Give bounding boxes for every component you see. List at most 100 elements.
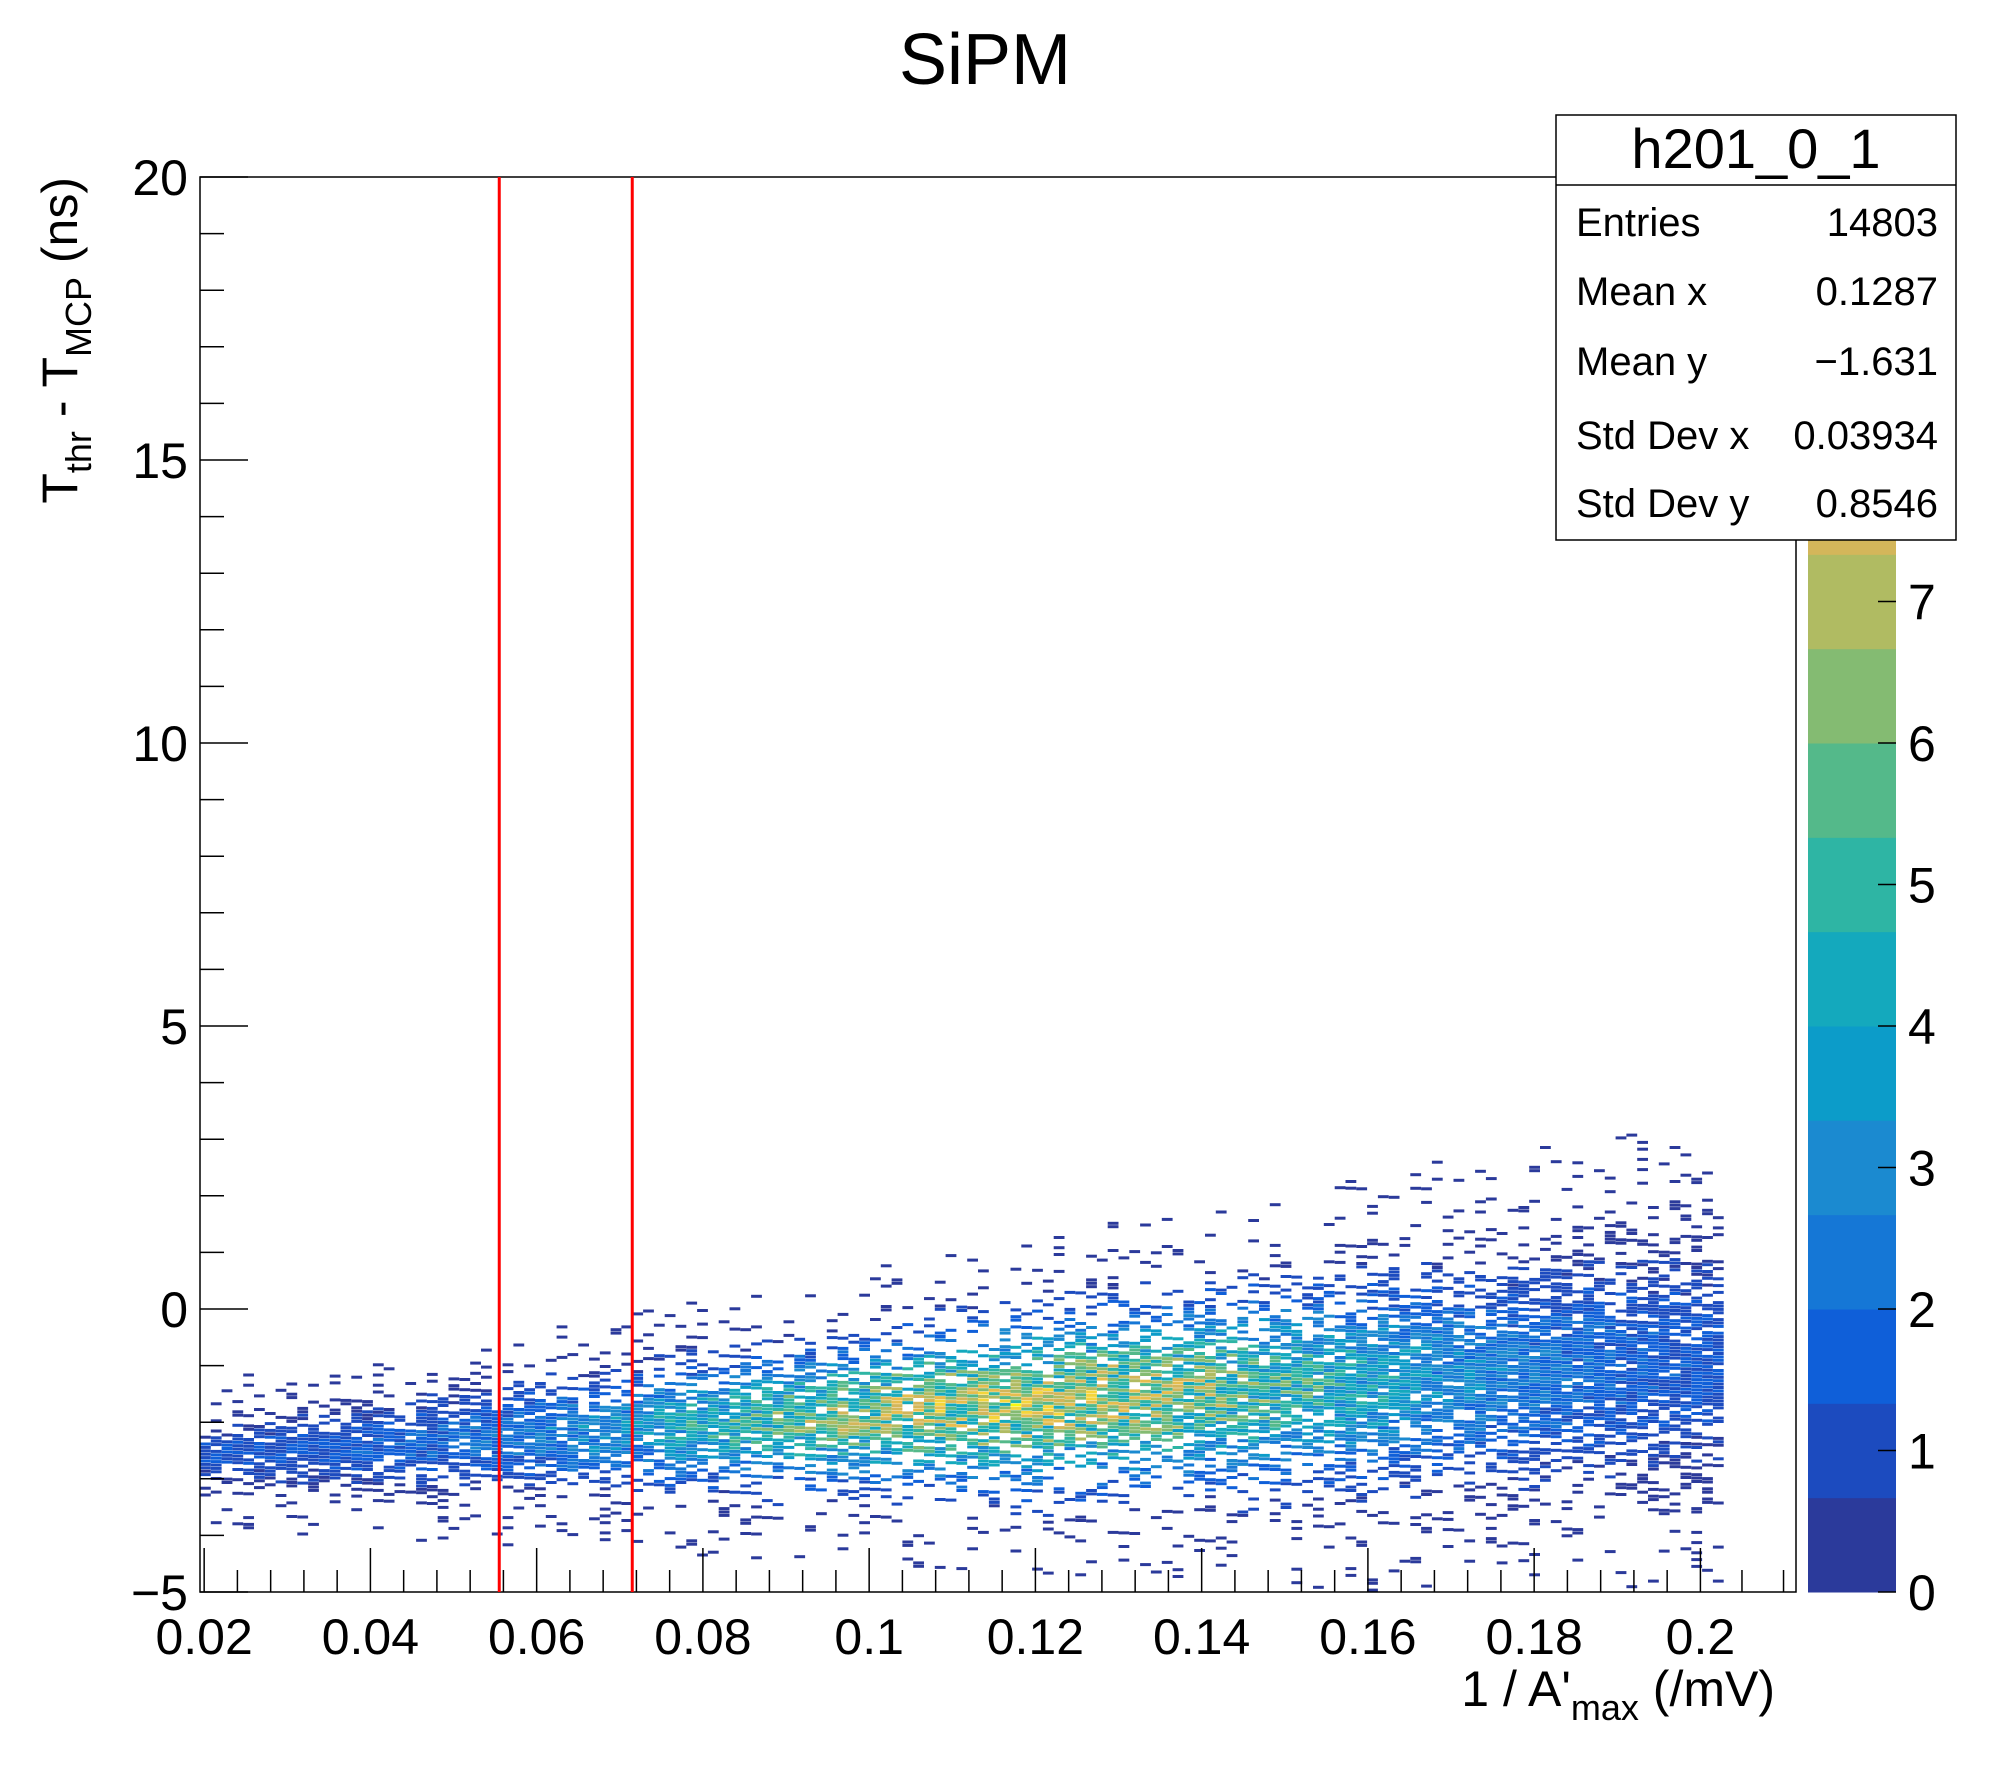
heatmap-cell [913,1391,924,1395]
heatmap-cell [1410,1495,1422,1499]
heatmap-cell [1529,1454,1540,1458]
heatmap-cell [1313,1449,1324,1453]
heatmap-cell [1615,1357,1627,1361]
heatmap-cell [372,1526,384,1530]
heatmap-cell [1367,1381,1378,1385]
heatmap-cell [999,1528,1011,1532]
heatmap-cell [524,1459,535,1463]
heatmap-cell [1075,1539,1087,1543]
heatmap-cell [1334,1328,1346,1332]
heatmap-cell [535,1385,546,1389]
heatmap-cell [599,1415,611,1419]
heatmap-cell [1475,1410,1486,1414]
heatmap-cell [913,1561,924,1565]
heatmap-cell [740,1348,752,1352]
heatmap-cell [1604,1492,1616,1496]
heatmap-cell [1637,1371,1648,1375]
heatmap-cell [902,1374,914,1378]
heatmap-cell [707,1486,719,1490]
heatmap-cell [1356,1309,1368,1313]
heatmap-cell [394,1483,406,1487]
heatmap-cell [924,1375,935,1379]
heatmap-cell [437,1516,449,1520]
heatmap-cell [1291,1428,1303,1432]
heatmap-cell [1140,1406,1151,1410]
heatmap-cell [362,1461,373,1465]
heatmap-cell [1691,1459,1703,1463]
heatmap-cell [675,1447,687,1451]
heatmap-cell [1442,1399,1454,1402]
heatmap-cell [1323,1372,1335,1376]
heatmap-cell [556,1457,568,1461]
heatmap-cell [1702,1361,1713,1365]
heatmap-cell [1594,1288,1605,1292]
heatmap-cell [1658,1322,1670,1325]
heatmap-cell [1248,1463,1259,1467]
heatmap-cell [1550,1370,1562,1374]
heatmap-cell [1280,1363,1292,1367]
heatmap-cell [286,1450,298,1454]
heatmap-cell [1507,1341,1519,1345]
heatmap-cell [1680,1380,1692,1384]
heatmap-cell [1021,1244,1033,1248]
heatmap-cell [740,1447,752,1451]
heatmap-cell [1604,1393,1616,1397]
heatmap-cell [448,1469,460,1473]
heatmap-cell [1313,1453,1324,1457]
heatmap-cell [1280,1451,1292,1455]
heatmap-cell [524,1364,535,1368]
heatmap-cell [1248,1399,1259,1402]
heatmap-cell [1302,1381,1313,1385]
heatmap-cell [1377,1348,1389,1352]
heatmap-cell [1626,1425,1638,1429]
heatmap-cell [1388,1287,1400,1291]
heatmap-cell [1107,1293,1119,1297]
heatmap-cell [1680,1418,1692,1422]
heatmap-cell [1118,1392,1130,1396]
heatmap-cell [1107,1415,1119,1419]
heatmap-cell [1399,1332,1411,1336]
heatmap-cell [513,1438,525,1442]
heatmap-cell [1161,1455,1173,1459]
heatmap-cell [1680,1387,1692,1391]
heatmap-cell [1550,1360,1562,1364]
heatmap-cell [610,1501,622,1505]
heatmap-cell [1615,1292,1627,1296]
heatmap-cell [1237,1490,1249,1494]
heatmap-cell [1410,1349,1422,1353]
heatmap-cell [664,1446,676,1450]
heatmap-cell [751,1491,762,1495]
heatmap-cell [1075,1339,1087,1342]
heatmap-cell [459,1473,471,1477]
heatmap-cell [1464,1359,1476,1363]
heatmap-cell [1680,1476,1692,1479]
heatmap-cell [1291,1343,1303,1347]
heatmap-cell [1453,1338,1465,1342]
heatmap-cell [599,1480,611,1484]
heatmap-cell [870,1423,881,1427]
heatmap-cell [1150,1356,1162,1360]
heatmap-cell [1550,1241,1562,1245]
heatmap-cell [1594,1362,1605,1366]
heatmap-cell [1334,1396,1346,1400]
heatmap-cell [556,1451,568,1454]
heatmap-cell [1648,1331,1659,1335]
heatmap-cell [1615,1136,1627,1140]
heatmap-cell [1313,1436,1324,1440]
heatmap-cell [1442,1419,1454,1423]
heatmap-cell [362,1400,373,1404]
heatmap-cell [805,1525,816,1529]
heatmap-cell [621,1430,633,1434]
heatmap-cell [848,1333,860,1337]
heatmap-cell [1388,1304,1400,1308]
heatmap-cell [978,1493,989,1497]
heatmap-cell [448,1414,460,1418]
heatmap-cell [1172,1398,1184,1402]
heatmap-cell [740,1409,752,1413]
heatmap-cell [481,1375,492,1379]
heatmap-cell [1021,1342,1033,1346]
heatmap-cell [372,1383,384,1387]
heatmap-cell [416,1460,427,1464]
heatmap-cell [589,1462,600,1466]
heatmap-cell [1594,1281,1605,1285]
